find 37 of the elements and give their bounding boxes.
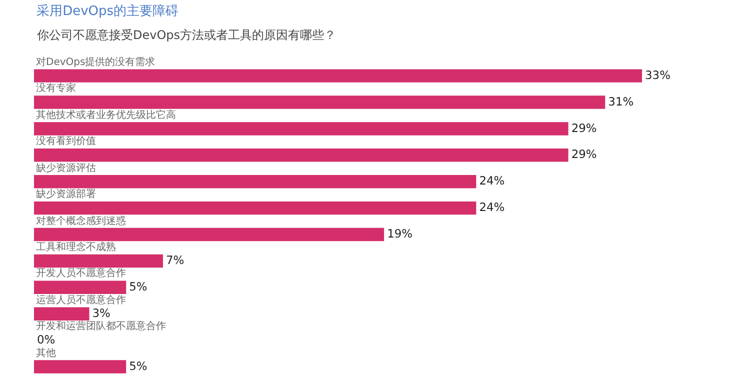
bar [34, 175, 476, 188]
bar [34, 96, 606, 109]
y-tick-label: 其他 [36, 347, 56, 359]
y-tick-label: 开发和运营团队都不愿意合作 [36, 320, 166, 332]
bar [34, 360, 126, 374]
chart-title: 采用DevOps的主要障碍 [36, 2, 179, 19]
y-tick-label: 运营人员不愿意合作 [36, 294, 126, 306]
y-tick-label: 没有看到价值 [36, 135, 96, 147]
data-label: 0% [37, 332, 56, 346]
bar [34, 228, 384, 242]
bar [34, 280, 126, 294]
bar [34, 201, 476, 215]
bar [34, 254, 163, 268]
data-label: 29% [571, 120, 597, 135]
data-label: 7% [166, 253, 184, 268]
y-tick-label: 缺少资源评估 [36, 162, 96, 174]
data-label: 31% [608, 94, 634, 108]
chart-subtitle: 你公司不愿意接受DevOps方法或者工具的原因有哪些？ [36, 28, 336, 42]
data-label: 33% [645, 68, 671, 82]
bar [34, 148, 568, 162]
data-label: 29% [571, 147, 597, 162]
data-label: 24% [479, 200, 505, 214]
y-tick-label: 工具和理念不成熟 [36, 241, 116, 253]
y-tick-label: 开发人员不愿意合作 [36, 267, 126, 279]
y-tick-label: 对DevOps提供的没有需求 [36, 56, 156, 68]
y-tick-label: 缺少资源部署 [36, 188, 96, 200]
data-label: 5% [129, 358, 148, 373]
y-tick-label: 对整个概念感到迷惑 [36, 215, 126, 227]
data-label: 19% [387, 226, 413, 241]
y-tick-label: 其他技术或者业务优先级比它高 [36, 109, 176, 121]
bar [34, 69, 642, 82]
data-label: 5% [129, 280, 148, 294]
data-label: 24% [479, 174, 505, 188]
bar [34, 122, 568, 136]
y-tick-label: 没有专家 [36, 82, 76, 94]
data-label: 3% [92, 306, 111, 320]
bar [34, 307, 90, 320]
